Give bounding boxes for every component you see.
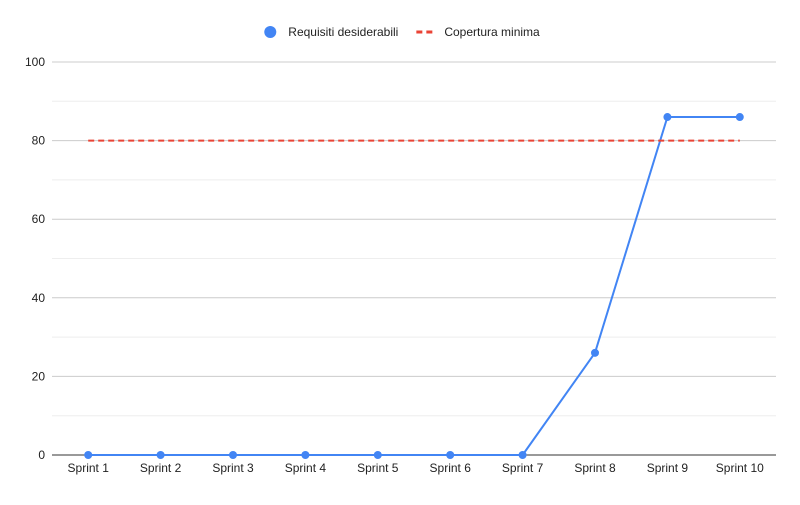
data-point bbox=[735, 113, 744, 122]
x-tick-label: Sprint 3 bbox=[212, 461, 254, 475]
x-tick-label: Sprint 10 bbox=[716, 461, 764, 475]
x-tick-label: Sprint 1 bbox=[68, 461, 110, 475]
legend-label: Copertura minima bbox=[444, 25, 540, 39]
y-tick-label: 0 bbox=[38, 448, 45, 462]
data-point bbox=[663, 113, 672, 122]
data-point bbox=[518, 451, 527, 459]
data-point bbox=[84, 451, 93, 459]
data-point bbox=[446, 451, 455, 459]
data-point bbox=[229, 451, 237, 459]
legend-label: Requisiti desiderabili bbox=[288, 25, 398, 39]
data-point bbox=[156, 451, 165, 459]
x-tick-label: Sprint 6 bbox=[430, 461, 472, 475]
x-tick-label: Sprint 9 bbox=[647, 461, 689, 475]
legend-marker-dot bbox=[264, 26, 277, 38]
data-point bbox=[301, 451, 310, 459]
y-tick-label: 80 bbox=[32, 134, 46, 148]
x-tick-label: Sprint 5 bbox=[357, 461, 399, 475]
x-tick-label: Sprint 8 bbox=[574, 461, 616, 475]
y-tick-label: 20 bbox=[32, 369, 46, 383]
axes: 0 20 40 60 80 100 Sprint 1 Sprint 2 Sprint 3 Spri… bbox=[25, 55, 776, 475]
data-point bbox=[591, 348, 599, 357]
x-tick-label: Sprint 2 bbox=[140, 461, 182, 475]
x-tick-label: Sprint 7 bbox=[502, 461, 544, 475]
series-line bbox=[88, 116, 740, 456]
series bbox=[84, 113, 744, 459]
y-tick-label: 60 bbox=[32, 212, 46, 226]
data-point bbox=[373, 451, 382, 459]
y-tick-label: 40 bbox=[32, 291, 46, 305]
x-tick-label: Sprint 4 bbox=[285, 461, 327, 475]
y-tick-label: 100 bbox=[25, 55, 45, 69]
legend: Requisiti desiderabili Copertura minima bbox=[264, 25, 540, 39]
